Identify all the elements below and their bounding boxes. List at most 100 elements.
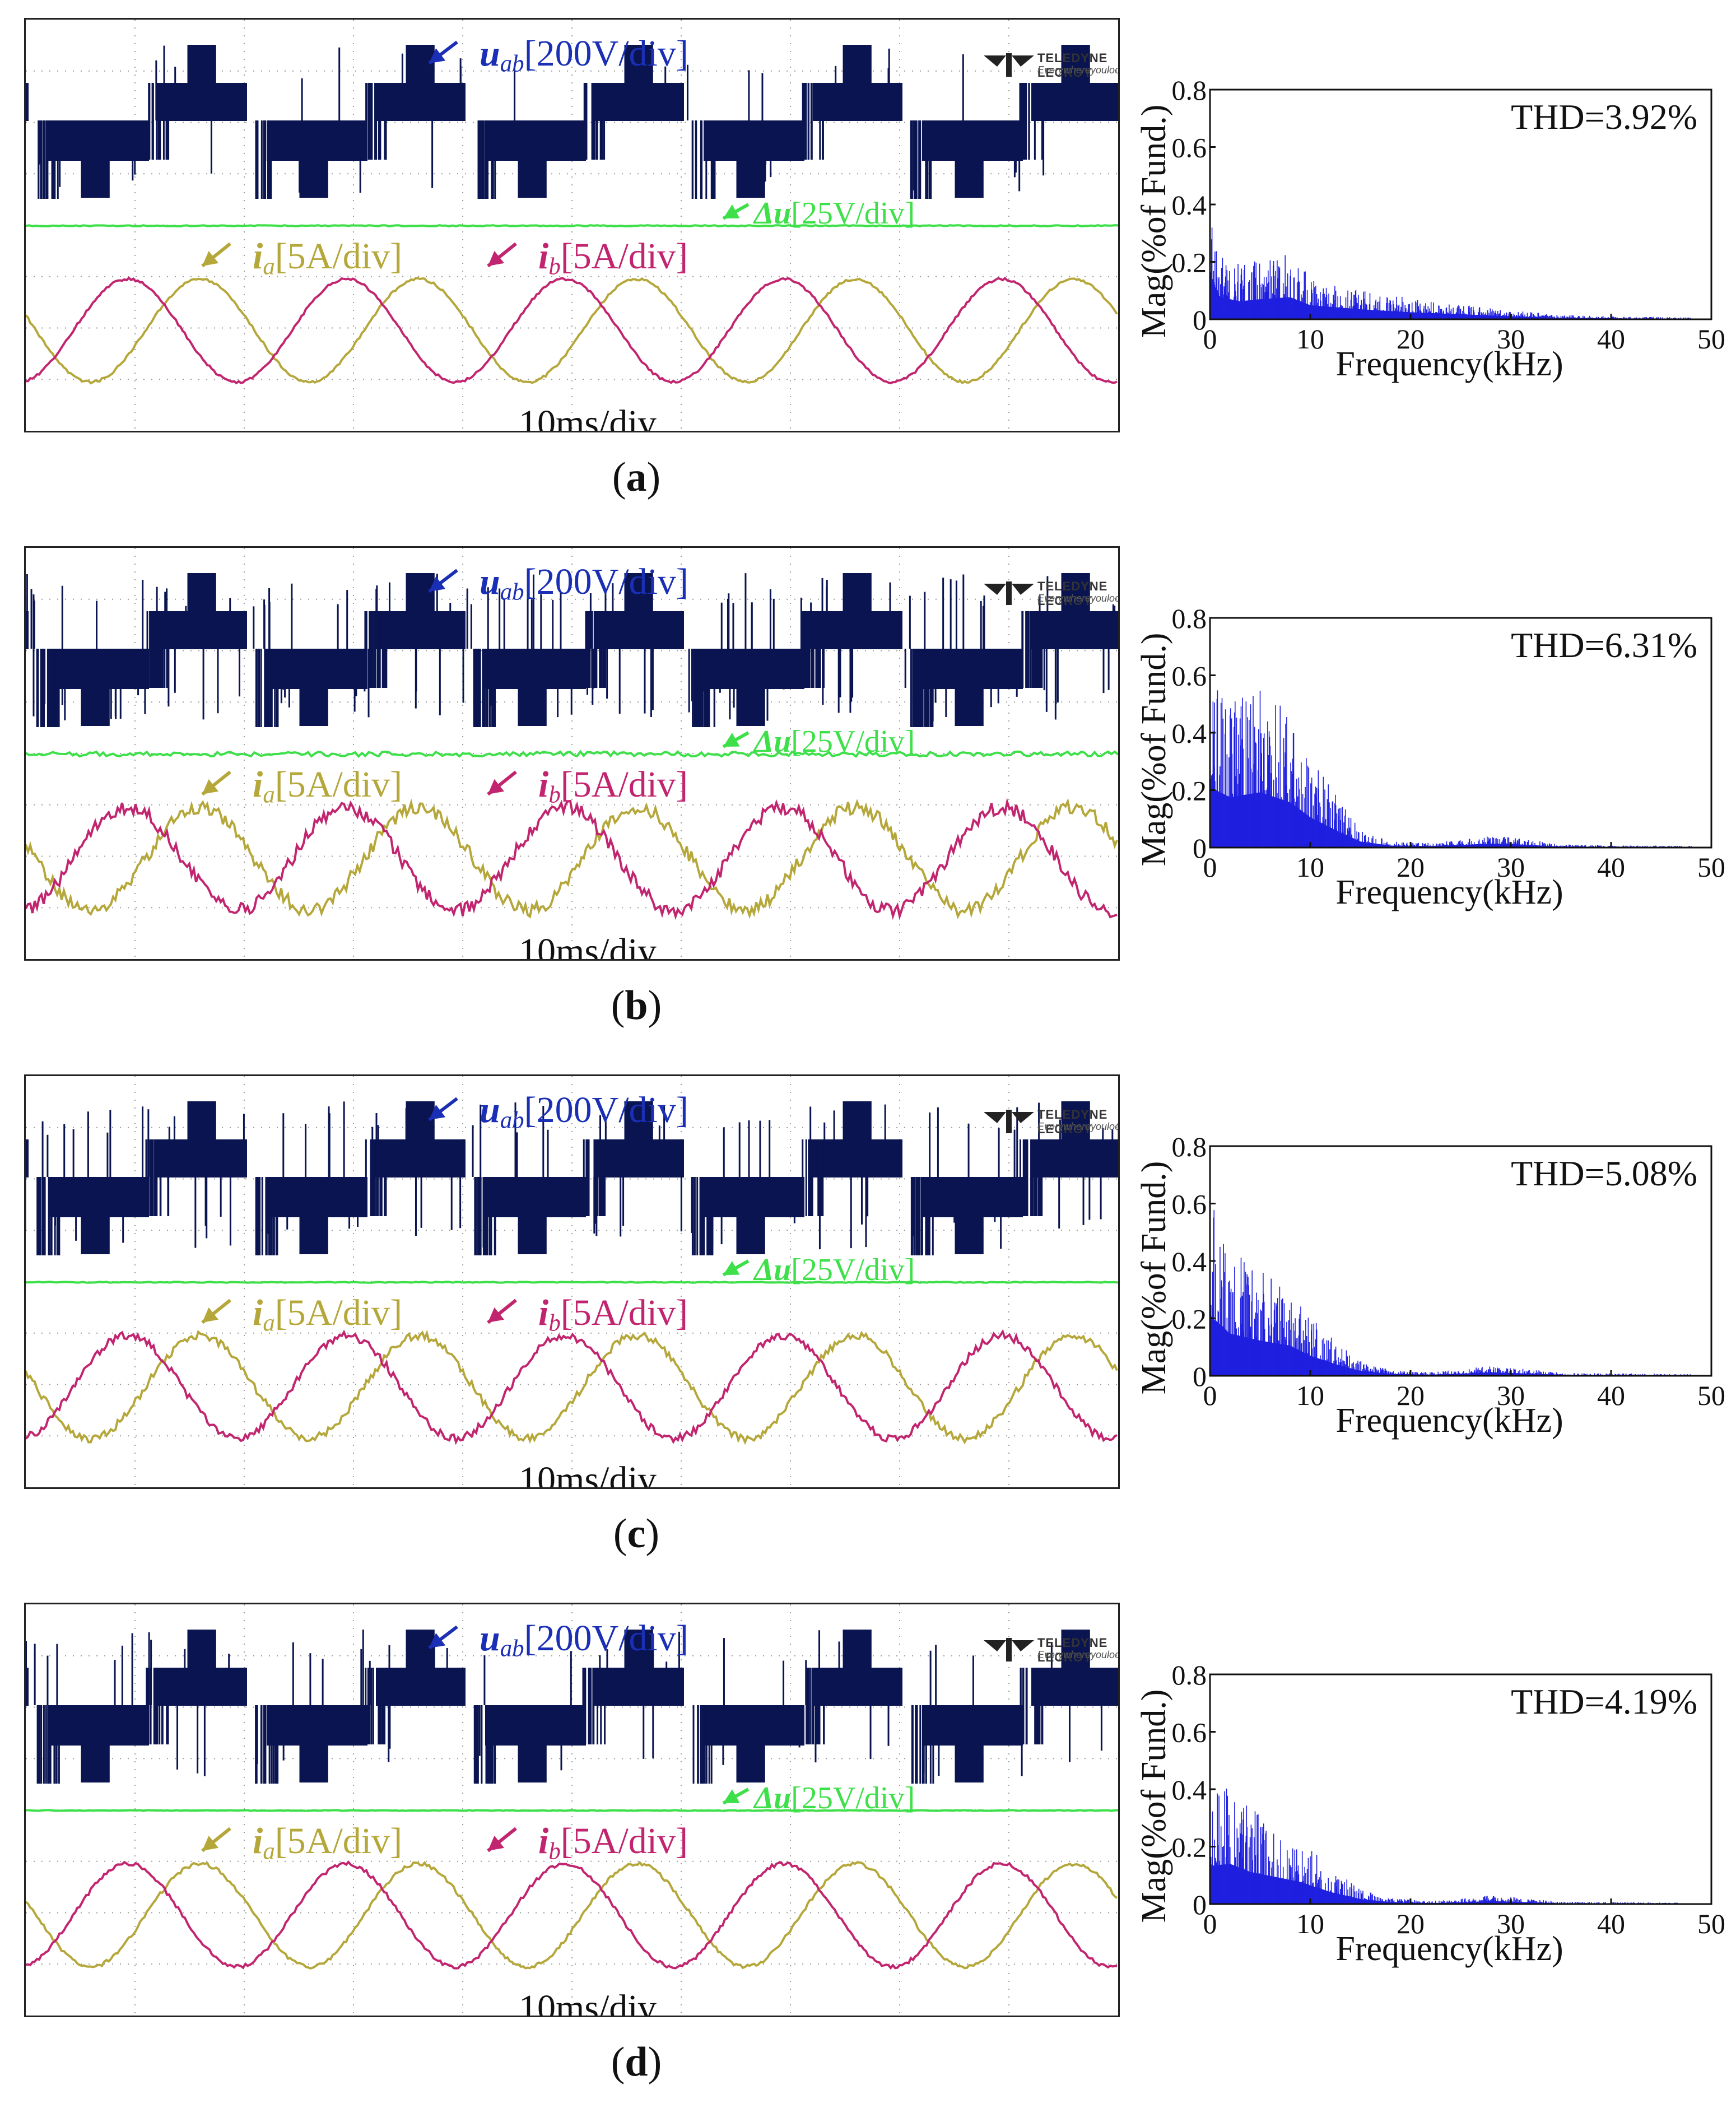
caption-letter: b — [625, 983, 648, 1028]
panel-c: uab[200V/div]Δu[25V/div]ia[5A/div]ib[5A/… — [0, 1056, 1736, 1585]
brand-tagline: Everywhereyoulook — [1037, 593, 1120, 604]
ia-label-subscript: a — [263, 254, 274, 280]
brand-stem — [1006, 581, 1012, 605]
du-label: Δu[25V/div] — [754, 198, 915, 229]
thd-label: THD=6.31% — [1511, 625, 1697, 665]
uab-positive-band — [26, 83, 29, 121]
ia-label-scale: [5A/div] — [275, 236, 402, 277]
xtick-label: 40 — [1597, 323, 1625, 355]
y-axis-label: Mag(%of Fund.) — [1135, 633, 1173, 867]
uab-positive-band — [1031, 1139, 1118, 1177]
ytick-label: 0.4 — [1172, 718, 1207, 749]
ytick-label: 0.6 — [1172, 132, 1207, 164]
trace-ib — [26, 278, 1117, 383]
ib-label: ib[5A/div] — [538, 766, 688, 808]
uab-positive-band — [594, 1139, 684, 1177]
uab-negative-band — [704, 120, 804, 161]
brand-stem — [1006, 53, 1012, 77]
xtick-label: 0 — [1203, 851, 1217, 883]
xtick-label: 50 — [1697, 323, 1725, 355]
uab-label-scale: [200V/div] — [524, 33, 688, 74]
brand-wing-right — [1012, 55, 1034, 67]
xtick-label: 0 — [1203, 323, 1217, 355]
uab-negative-band — [48, 1177, 149, 1217]
brand-wing-left — [984, 584, 1006, 595]
ib-label-symbol: i — [538, 764, 548, 805]
brand-wing-right — [1012, 584, 1034, 595]
ib-label-subscript: b — [548, 254, 560, 280]
x-axis-label: Frequency(kHz) — [1335, 873, 1563, 911]
uab-negative-band — [704, 1177, 804, 1217]
xtick-label: 10 — [1296, 323, 1324, 355]
scope-plot — [26, 1076, 1118, 1487]
uab-label-symbol: u — [480, 33, 500, 74]
ib-arrow — [488, 772, 516, 794]
uab-negative-band — [48, 120, 149, 161]
brand-mark-icon — [984, 51, 1034, 79]
ia-label-symbol: i — [253, 764, 263, 805]
uab-label: uab[200V/div] — [480, 35, 688, 77]
xtick-label: 40 — [1597, 851, 1625, 883]
uab-positive-band — [813, 1139, 902, 1177]
uab-positive-band — [1031, 83, 1118, 121]
uab-positive-band — [1031, 611, 1118, 649]
uab-positive-band — [594, 83, 684, 121]
uab-positive-band — [157, 611, 247, 649]
caption-letter: a — [626, 454, 647, 500]
time-scale-label: 10ms/div — [519, 405, 657, 432]
caption-b: (b) — [0, 982, 1273, 1030]
ytick-label: 0.2 — [1172, 775, 1207, 807]
ib-label-subscript: b — [548, 782, 560, 808]
du-arrow — [723, 204, 748, 218]
du-arrow — [723, 733, 748, 747]
oscilloscope-a: uab[200V/div]Δu[25V/div]ia[5A/div]ib[5A/… — [24, 18, 1120, 432]
xtick-label: 10 — [1296, 851, 1324, 883]
ib-label-symbol: i — [538, 236, 548, 277]
trace-ia — [26, 278, 1117, 383]
uab-label-scale: [200V/div] — [524, 561, 688, 602]
y-axis-label: Mag(%of Fund.) — [1135, 105, 1173, 338]
caption-open: ( — [612, 454, 626, 500]
brand-tagline: Everywhereyoulook — [1037, 64, 1120, 76]
xtick-label: 50 — [1697, 851, 1725, 883]
time-scale-label: 10ms/div — [519, 933, 657, 961]
ib-label-scale: [5A/div] — [561, 764, 688, 805]
uab-positive-band — [376, 83, 466, 121]
uab-negative-band — [48, 649, 149, 689]
du-label-scale: [25V/div] — [791, 196, 915, 231]
uab-negative-band — [922, 1177, 1023, 1217]
oscilloscope-c: uab[200V/div]Δu[25V/div]ia[5A/div]ib[5A/… — [24, 1074, 1120, 1489]
uab-label-subscript: ab — [500, 51, 524, 77]
uab-positive-band — [26, 1139, 29, 1177]
panel-b: uab[200V/div]Δu[25V/div]ia[5A/div]ib[5A/… — [0, 528, 1736, 1056]
uab-positive-band — [376, 1139, 466, 1177]
uab-negative-band — [922, 649, 1023, 689]
caption-open: ( — [611, 983, 625, 1028]
ytick-label: 0.2 — [1172, 247, 1207, 278]
ytick-label: 0.6 — [1172, 660, 1207, 692]
brand-mark-icon — [984, 579, 1034, 607]
scope-plot — [26, 548, 1118, 959]
uab-negative-band — [267, 1177, 367, 1217]
ia-label-subscript: a — [263, 782, 274, 808]
du-label-scale: [25V/div] — [791, 724, 915, 759]
ytick-label: 0.8 — [1172, 603, 1207, 634]
thd-label: THD=3.92% — [1511, 97, 1697, 137]
ia-arrow — [202, 772, 230, 794]
ytick-label: 0.4 — [1172, 189, 1207, 221]
oscilloscope-b: uab[200V/div]Δu[25V/div]ia[5A/div]ib[5A/… — [24, 546, 1120, 961]
uab-label: uab[200V/div] — [480, 564, 688, 605]
uab-label-subscript: ab — [500, 579, 524, 606]
uab-label-symbol: u — [480, 561, 500, 602]
uab-negative-band — [485, 1177, 586, 1217]
brand-wing-left — [984, 55, 1006, 67]
caption-close: ) — [648, 983, 662, 1028]
uab-negative-band — [704, 649, 804, 689]
spectrum-bars — [1211, 227, 1691, 319]
uab-negative-band — [922, 120, 1023, 161]
du-label-symbol: Δu — [754, 196, 791, 231]
